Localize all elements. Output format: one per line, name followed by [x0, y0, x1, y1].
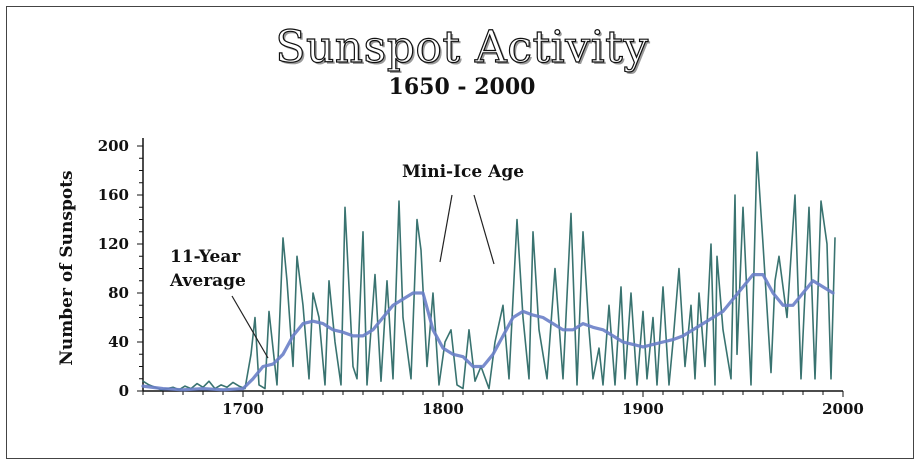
y-tick-label: 160: [98, 186, 129, 204]
x-tick-label: 1900: [622, 400, 664, 418]
annotation-arrow-average: [231, 295, 269, 359]
series-group: [141, 151, 836, 392]
y-tick-label: 200: [98, 137, 129, 155]
x-tick-label: 1700: [222, 400, 264, 418]
annotation-arrow-left: [439, 194, 453, 263]
chart-subtitle: 1650 - 2000: [388, 74, 536, 100]
annotation-11-year: 11-Year: [170, 247, 241, 267]
x-tick-label: 1800: [422, 400, 464, 418]
chart-title: Sunspot Activity: [275, 21, 649, 73]
annotation-average: Average: [169, 271, 246, 291]
y-tick-label: 40: [108, 333, 129, 351]
y-axis-label: Number of Sunspots: [57, 170, 77, 365]
sunspot-series-line: [142, 151, 836, 391]
y-tick-label: 120: [98, 235, 129, 253]
annotation-arrow-right: [473, 194, 495, 265]
tick-labels: 0 40 80 120 160 200 1700 1800 1900 2000: [98, 137, 864, 418]
axes: [137, 138, 844, 397]
x-tick-label: 2000: [822, 400, 864, 418]
annotation-mini-ice-age: Mini-Ice Age: [402, 162, 524, 182]
y-tick-label: 0: [119, 382, 129, 400]
y-tick-label: 80: [108, 284, 129, 302]
average-series-line: [141, 273, 835, 392]
